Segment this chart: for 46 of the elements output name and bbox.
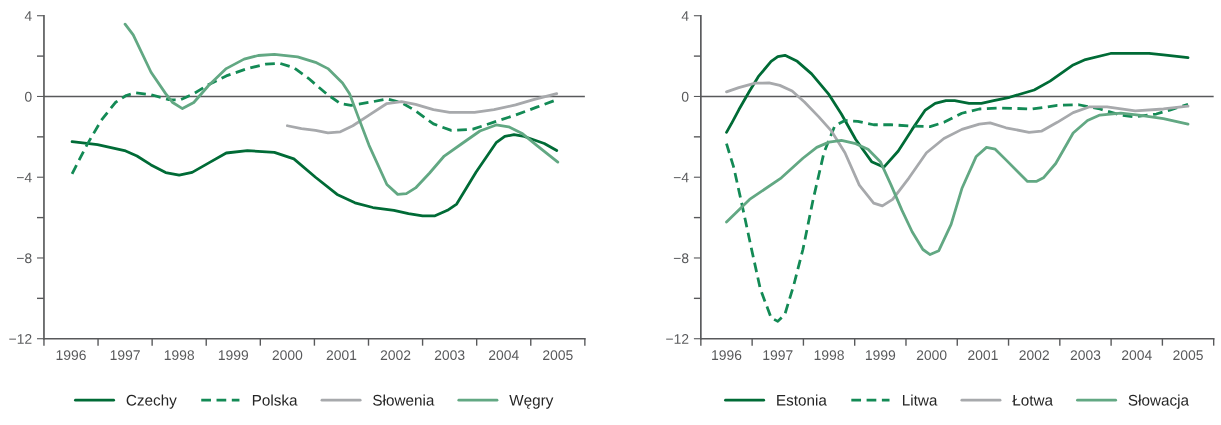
x-tick-label: 2000 xyxy=(916,350,947,361)
y-tick-label: −4 xyxy=(17,172,32,183)
y-tick-label: −12 xyxy=(666,334,689,344)
x-tick-label: 2002 xyxy=(1019,350,1049,361)
x-tick-label: 1998 xyxy=(814,350,844,361)
line-series xyxy=(70,61,556,176)
x-tick-label: 2000 xyxy=(272,350,303,361)
x-tick-label: 2004 xyxy=(488,350,519,361)
line-series xyxy=(725,102,1190,323)
line-series xyxy=(725,52,1190,169)
legend-label: Litwa xyxy=(902,394,938,406)
x-tick-label: 2001 xyxy=(326,350,357,361)
x-tick-label: 2002 xyxy=(380,350,411,361)
x-tick-label: 2003 xyxy=(1070,350,1101,361)
y-tick-label: −8 xyxy=(17,253,32,264)
line-series xyxy=(725,81,1190,208)
line-series xyxy=(123,22,560,196)
legend-label: Słowacja xyxy=(1128,394,1190,409)
x-tick-label: 2003 xyxy=(434,350,465,361)
x-tick-label: 1997 xyxy=(763,350,793,361)
x-tick-label: 1999 xyxy=(865,350,896,361)
line-series xyxy=(725,111,1190,256)
legend-label: Czechy xyxy=(126,394,177,409)
y-tick-label: 4 xyxy=(681,11,689,21)
y-tick-label: 0 xyxy=(24,91,32,102)
legend-label: Estonia xyxy=(777,394,827,406)
x-tick-label: 1997 xyxy=(110,350,140,361)
x-tick-label: 1998 xyxy=(164,350,195,361)
x-tick-label: 1999 xyxy=(218,350,249,361)
x-tick-label: 2005 xyxy=(1173,350,1203,361)
y-tick-label: 0 xyxy=(681,91,689,102)
legend-label: Polska xyxy=(252,394,298,406)
line-series xyxy=(285,92,559,135)
y-tick-label: −4 xyxy=(673,172,689,183)
x-tick-label: 1996 xyxy=(712,350,742,361)
legend-label: Węgry xyxy=(509,395,554,409)
legend-label: Słowenia xyxy=(373,394,435,406)
x-tick-label: 2004 xyxy=(1122,350,1152,361)
y-tick-label: −8 xyxy=(673,253,689,264)
legend-label: Łotwa xyxy=(1012,395,1054,406)
x-tick-label: 1996 xyxy=(56,350,86,361)
x-tick-label: 2001 xyxy=(968,350,998,361)
line-series xyxy=(70,133,559,218)
x-tick-label: 2005 xyxy=(543,350,573,361)
y-tick-label: −12 xyxy=(9,334,32,344)
y-tick-label: 4 xyxy=(24,11,32,21)
